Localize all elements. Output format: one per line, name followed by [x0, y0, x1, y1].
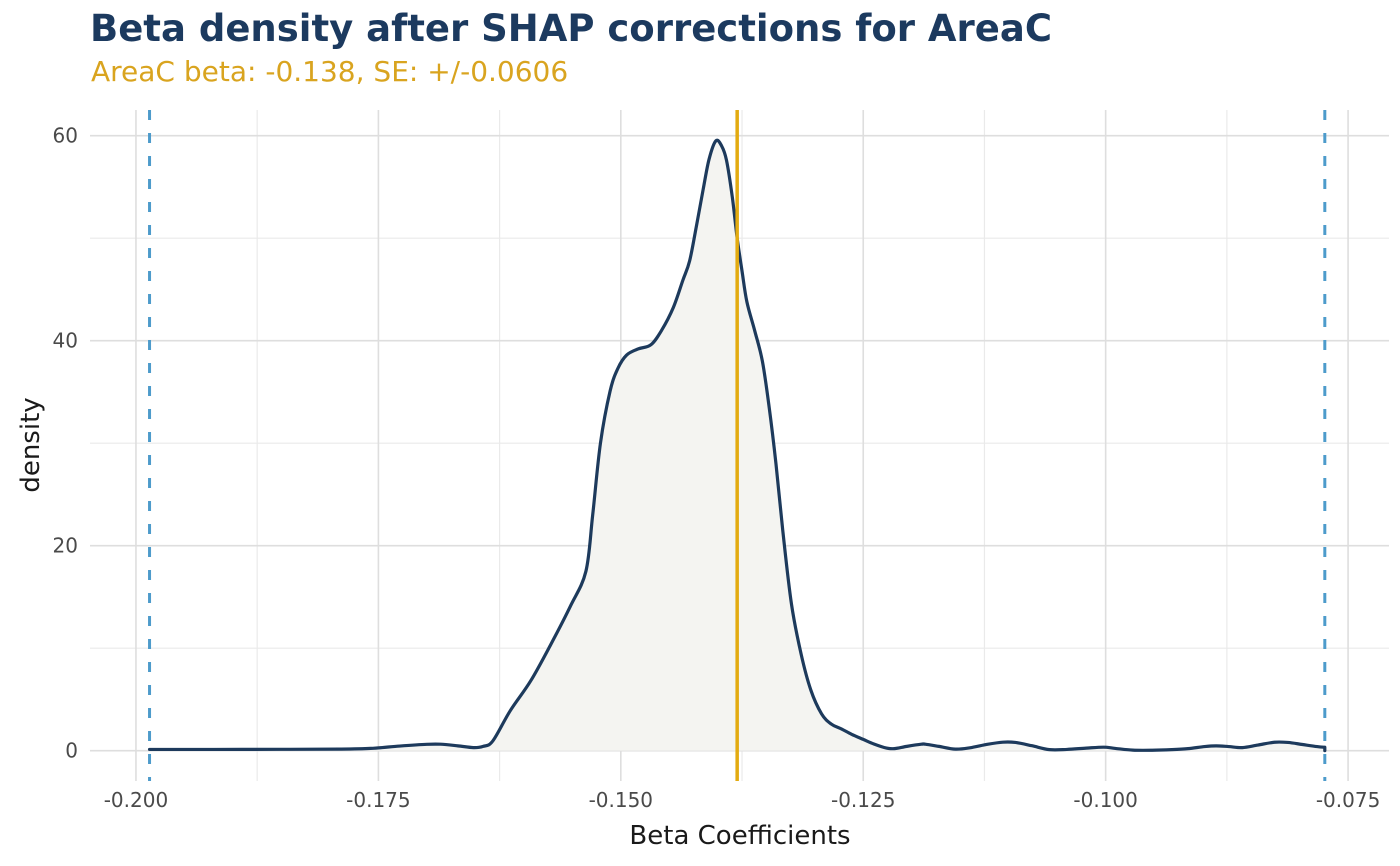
density-curve — [147, 138, 1327, 753]
y-tick-label: 60 — [53, 124, 78, 148]
chart-subtitle: AreaC beta: -0.138, SE: +/-0.0606 — [91, 55, 569, 88]
x-tick-label: -0.150 — [589, 788, 653, 812]
y-tick-label: 20 — [53, 534, 78, 558]
x-tick-label: -0.175 — [346, 788, 410, 812]
y-tick-label: 0 — [65, 739, 78, 763]
x-axis-title: Beta Coefficients — [629, 821, 851, 851]
x-tick-label: -0.200 — [104, 788, 168, 812]
chart-title: Beta density after SHAP corrections for … — [90, 7, 1053, 50]
y-axis-title: density — [16, 397, 46, 493]
x-tick-label: -0.075 — [1316, 788, 1380, 812]
x-tick-label: -0.125 — [831, 788, 895, 812]
x-tick-label: -0.100 — [1073, 788, 1137, 812]
y-tick-label: 40 — [53, 329, 78, 353]
